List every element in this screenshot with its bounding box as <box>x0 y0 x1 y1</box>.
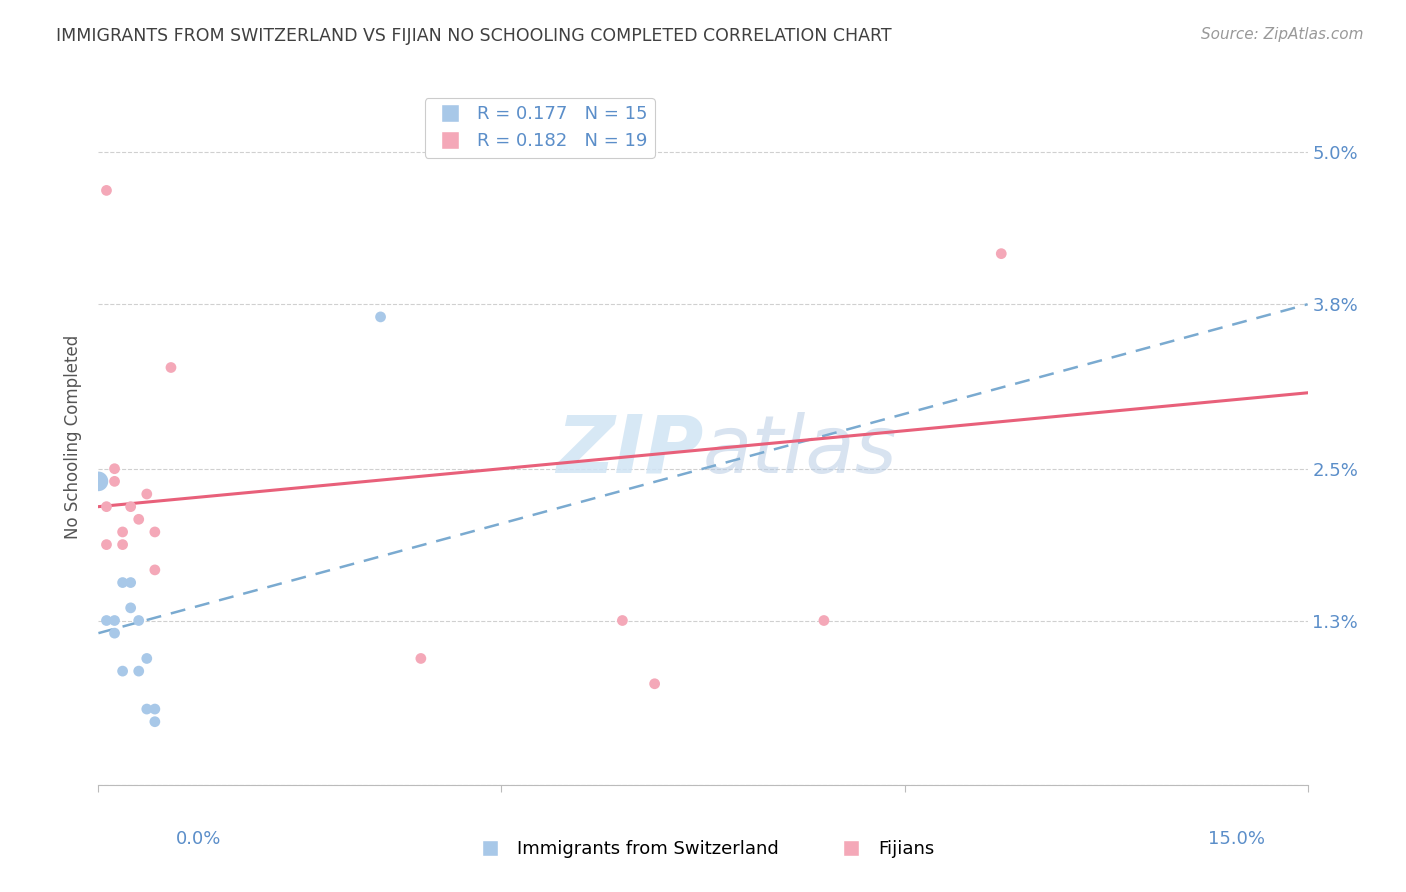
Text: atlas: atlas <box>703 412 898 490</box>
Point <box>111 538 134 552</box>
Point <box>612 614 634 628</box>
Point <box>143 563 166 577</box>
Point <box>111 524 134 539</box>
Point <box>644 677 666 691</box>
Point <box>96 538 118 552</box>
Point <box>813 614 835 628</box>
Point <box>96 183 118 197</box>
Point <box>96 500 118 514</box>
Point <box>111 575 134 590</box>
Point <box>87 475 110 489</box>
Point <box>990 246 1012 260</box>
Text: 15.0%: 15.0% <box>1208 830 1265 847</box>
Point <box>143 524 166 539</box>
Point <box>103 614 125 628</box>
Legend: Immigrants from Switzerland, Fijians: Immigrants from Switzerland, Fijians <box>464 833 942 865</box>
Point <box>96 614 118 628</box>
Point <box>143 702 166 716</box>
Point <box>111 664 134 678</box>
Point <box>160 360 183 375</box>
Text: 0.0%: 0.0% <box>176 830 221 847</box>
Point <box>103 461 125 475</box>
Point <box>135 651 157 665</box>
Point <box>120 575 142 590</box>
Point <box>128 614 150 628</box>
Point <box>409 651 432 665</box>
Point <box>120 600 142 615</box>
Point <box>893 19 915 33</box>
Point <box>103 475 125 489</box>
Point <box>103 626 125 640</box>
Point <box>135 702 157 716</box>
Point <box>135 487 157 501</box>
Point <box>370 310 392 324</box>
Text: Source: ZipAtlas.com: Source: ZipAtlas.com <box>1201 27 1364 42</box>
Legend: R = 0.177   N = 15, R = 0.182   N = 19: R = 0.177 N = 15, R = 0.182 N = 19 <box>425 98 655 158</box>
Point <box>128 664 150 678</box>
Point <box>143 714 166 729</box>
Point <box>128 512 150 526</box>
Text: IMMIGRANTS FROM SWITZERLAND VS FIJIAN NO SCHOOLING COMPLETED CORRELATION CHART: IMMIGRANTS FROM SWITZERLAND VS FIJIAN NO… <box>56 27 891 45</box>
Text: ZIP: ZIP <box>555 412 703 490</box>
Y-axis label: No Schooling Completed: No Schooling Completed <box>65 335 83 539</box>
Point <box>120 500 142 514</box>
